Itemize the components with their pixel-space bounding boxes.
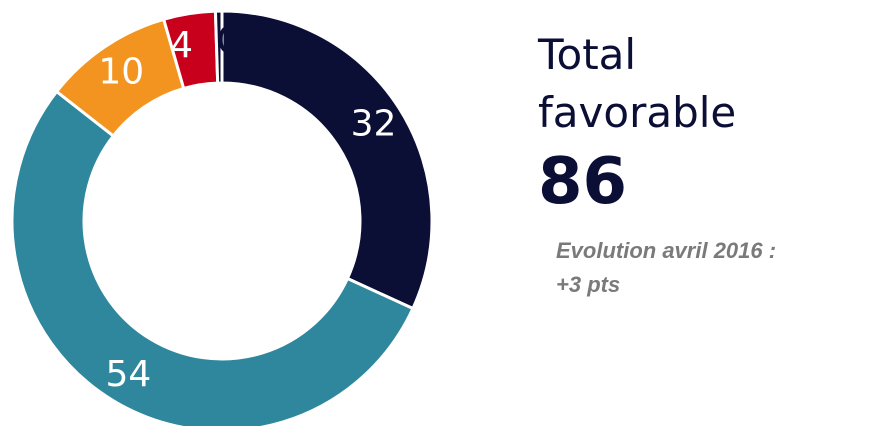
total-favorable-value: 86: [538, 145, 628, 219]
donut-slice-54: [10, 89, 415, 426]
donut-slices: [10, 9, 434, 426]
donut-label-32: 32: [351, 103, 397, 144]
donut-slice-0: [213, 9, 224, 85]
donut-label-10: 10: [98, 51, 144, 92]
evolution-text-line1: Evolution avril 2016 :: [556, 238, 777, 263]
total-favorable-title-line2: favorable: [538, 88, 737, 137]
total-favorable-title-line1: Total: [538, 30, 637, 79]
donut-slice-32: [220, 9, 434, 311]
evolution-text-line2: +3 pts: [556, 272, 621, 297]
donut-label-54: 54: [105, 354, 151, 395]
donut-label-4: 4: [170, 25, 193, 66]
donut-slice-labels: 32 54 10 4 0: [98, 21, 396, 396]
donut-chart: 32 54 10 4 0: [10, 9, 434, 426]
donut-label-0: 0: [217, 21, 240, 62]
